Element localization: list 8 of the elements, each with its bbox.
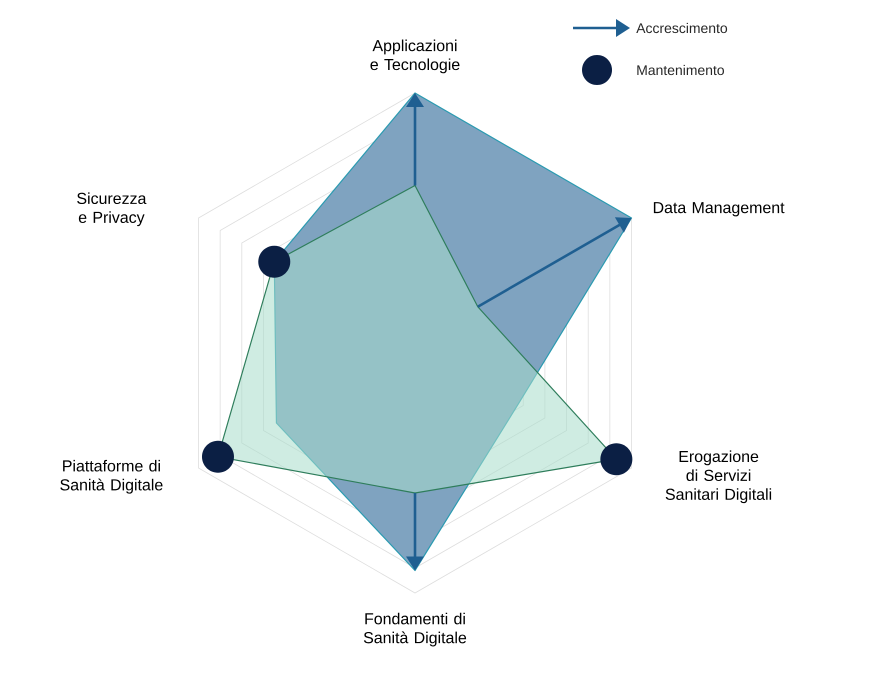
spoke-label: Sicurezza e Privacy [77,192,146,226]
spoke-label: Fondamenti di Sanità Digitale [364,612,466,646]
spoke-label: Data Management [654,202,784,216]
text: Mantenimento [637,64,724,76]
spoke-label: Piattaforme di Sanità Digitale [60,460,163,494]
spoke-label: Erogazione di Servizi Sanitari Digitali [666,450,772,504]
spoke-label: Applicazioni e Tecnologie [370,40,460,74]
text: Accrescimento [636,22,728,34]
